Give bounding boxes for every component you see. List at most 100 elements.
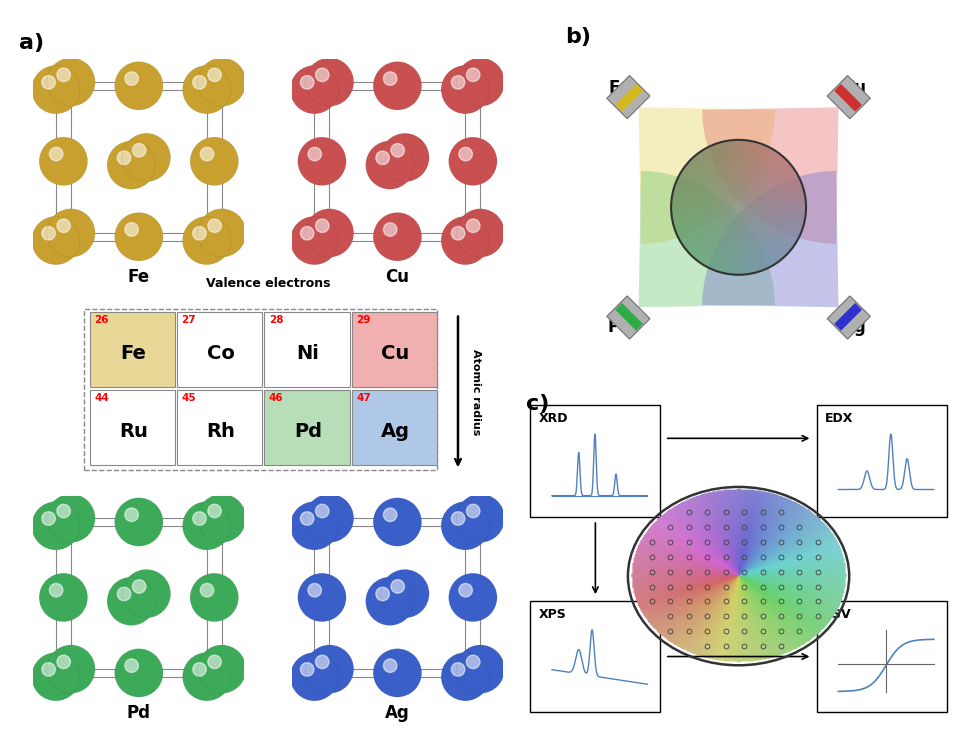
Text: Ag: Ag <box>385 704 409 722</box>
Circle shape <box>391 580 405 593</box>
Circle shape <box>308 584 322 597</box>
Circle shape <box>182 65 231 114</box>
Circle shape <box>50 147 63 161</box>
Circle shape <box>125 223 138 236</box>
Bar <box>90 312 176 387</box>
Circle shape <box>441 217 489 265</box>
Text: Fe: Fe <box>608 79 631 97</box>
Circle shape <box>182 653 231 701</box>
Circle shape <box>42 226 56 240</box>
Circle shape <box>308 147 322 161</box>
Text: 47: 47 <box>356 393 370 404</box>
Circle shape <box>466 68 480 81</box>
Circle shape <box>451 512 465 525</box>
Polygon shape <box>615 84 643 111</box>
Bar <box>264 312 350 387</box>
Text: 44: 44 <box>95 393 109 404</box>
Circle shape <box>133 580 146 593</box>
Text: Cu: Cu <box>381 344 410 363</box>
Circle shape <box>381 133 429 182</box>
Circle shape <box>383 71 397 85</box>
Text: Ag: Ag <box>842 317 867 335</box>
Circle shape <box>125 659 138 672</box>
Circle shape <box>456 209 504 257</box>
Circle shape <box>122 569 171 618</box>
Circle shape <box>117 151 131 165</box>
Text: Ru: Ru <box>119 423 148 441</box>
Text: 26: 26 <box>95 315 109 325</box>
Circle shape <box>42 76 56 89</box>
Circle shape <box>57 655 70 669</box>
Circle shape <box>383 659 397 672</box>
Circle shape <box>305 645 354 693</box>
Circle shape <box>456 58 504 106</box>
Circle shape <box>47 209 96 257</box>
Circle shape <box>32 217 80 265</box>
Circle shape <box>459 147 472 161</box>
Polygon shape <box>615 303 643 331</box>
Circle shape <box>39 137 88 186</box>
Circle shape <box>316 219 329 232</box>
Circle shape <box>451 663 465 676</box>
Circle shape <box>193 663 207 676</box>
Text: Pd: Pd <box>127 704 151 722</box>
Polygon shape <box>702 108 838 244</box>
Circle shape <box>193 512 207 525</box>
Circle shape <box>291 217 338 265</box>
Circle shape <box>373 649 421 697</box>
Text: 46: 46 <box>269 393 284 404</box>
Circle shape <box>208 655 221 669</box>
Circle shape <box>198 209 246 257</box>
Text: a): a) <box>20 33 45 53</box>
Text: c): c) <box>526 394 549 414</box>
Bar <box>530 601 660 712</box>
Circle shape <box>115 649 163 697</box>
Circle shape <box>366 141 414 190</box>
Circle shape <box>305 209 354 257</box>
Circle shape <box>32 65 80 114</box>
Circle shape <box>297 573 346 622</box>
Bar <box>817 601 947 712</box>
Circle shape <box>115 62 163 110</box>
Circle shape <box>198 494 246 542</box>
Text: EDX: EDX <box>826 412 854 425</box>
Circle shape <box>47 58 96 106</box>
Bar <box>352 312 437 387</box>
Circle shape <box>300 663 314 676</box>
Polygon shape <box>702 171 838 308</box>
Circle shape <box>373 213 421 261</box>
Text: 28: 28 <box>269 315 284 325</box>
Circle shape <box>366 577 414 626</box>
Circle shape <box>316 504 329 517</box>
Circle shape <box>107 577 155 626</box>
Circle shape <box>375 151 389 165</box>
Text: Fe: Fe <box>120 344 146 363</box>
Bar <box>264 390 350 465</box>
Circle shape <box>391 144 405 157</box>
Circle shape <box>125 508 138 521</box>
Text: LSV: LSV <box>826 608 852 620</box>
Text: Valence electrons: Valence electrons <box>206 277 331 290</box>
Circle shape <box>456 494 504 542</box>
Text: 29: 29 <box>356 315 370 325</box>
Text: Ag: Ag <box>381 423 410 441</box>
Circle shape <box>305 58 354 106</box>
Circle shape <box>291 65 338 114</box>
Bar <box>84 309 437 470</box>
Circle shape <box>182 217 231 265</box>
Circle shape <box>42 512 56 525</box>
Text: Atomic radius: Atomic radius <box>471 349 482 435</box>
Text: XRD: XRD <box>539 412 568 425</box>
Polygon shape <box>606 75 650 119</box>
Circle shape <box>47 494 96 542</box>
Polygon shape <box>639 108 775 244</box>
Circle shape <box>459 584 472 597</box>
Circle shape <box>115 498 163 546</box>
Circle shape <box>448 137 497 186</box>
Circle shape <box>441 65 489 114</box>
Bar <box>177 390 262 465</box>
Text: Rh: Rh <box>207 423 235 441</box>
Circle shape <box>198 58 246 106</box>
Circle shape <box>305 494 354 542</box>
Circle shape <box>50 584 63 597</box>
